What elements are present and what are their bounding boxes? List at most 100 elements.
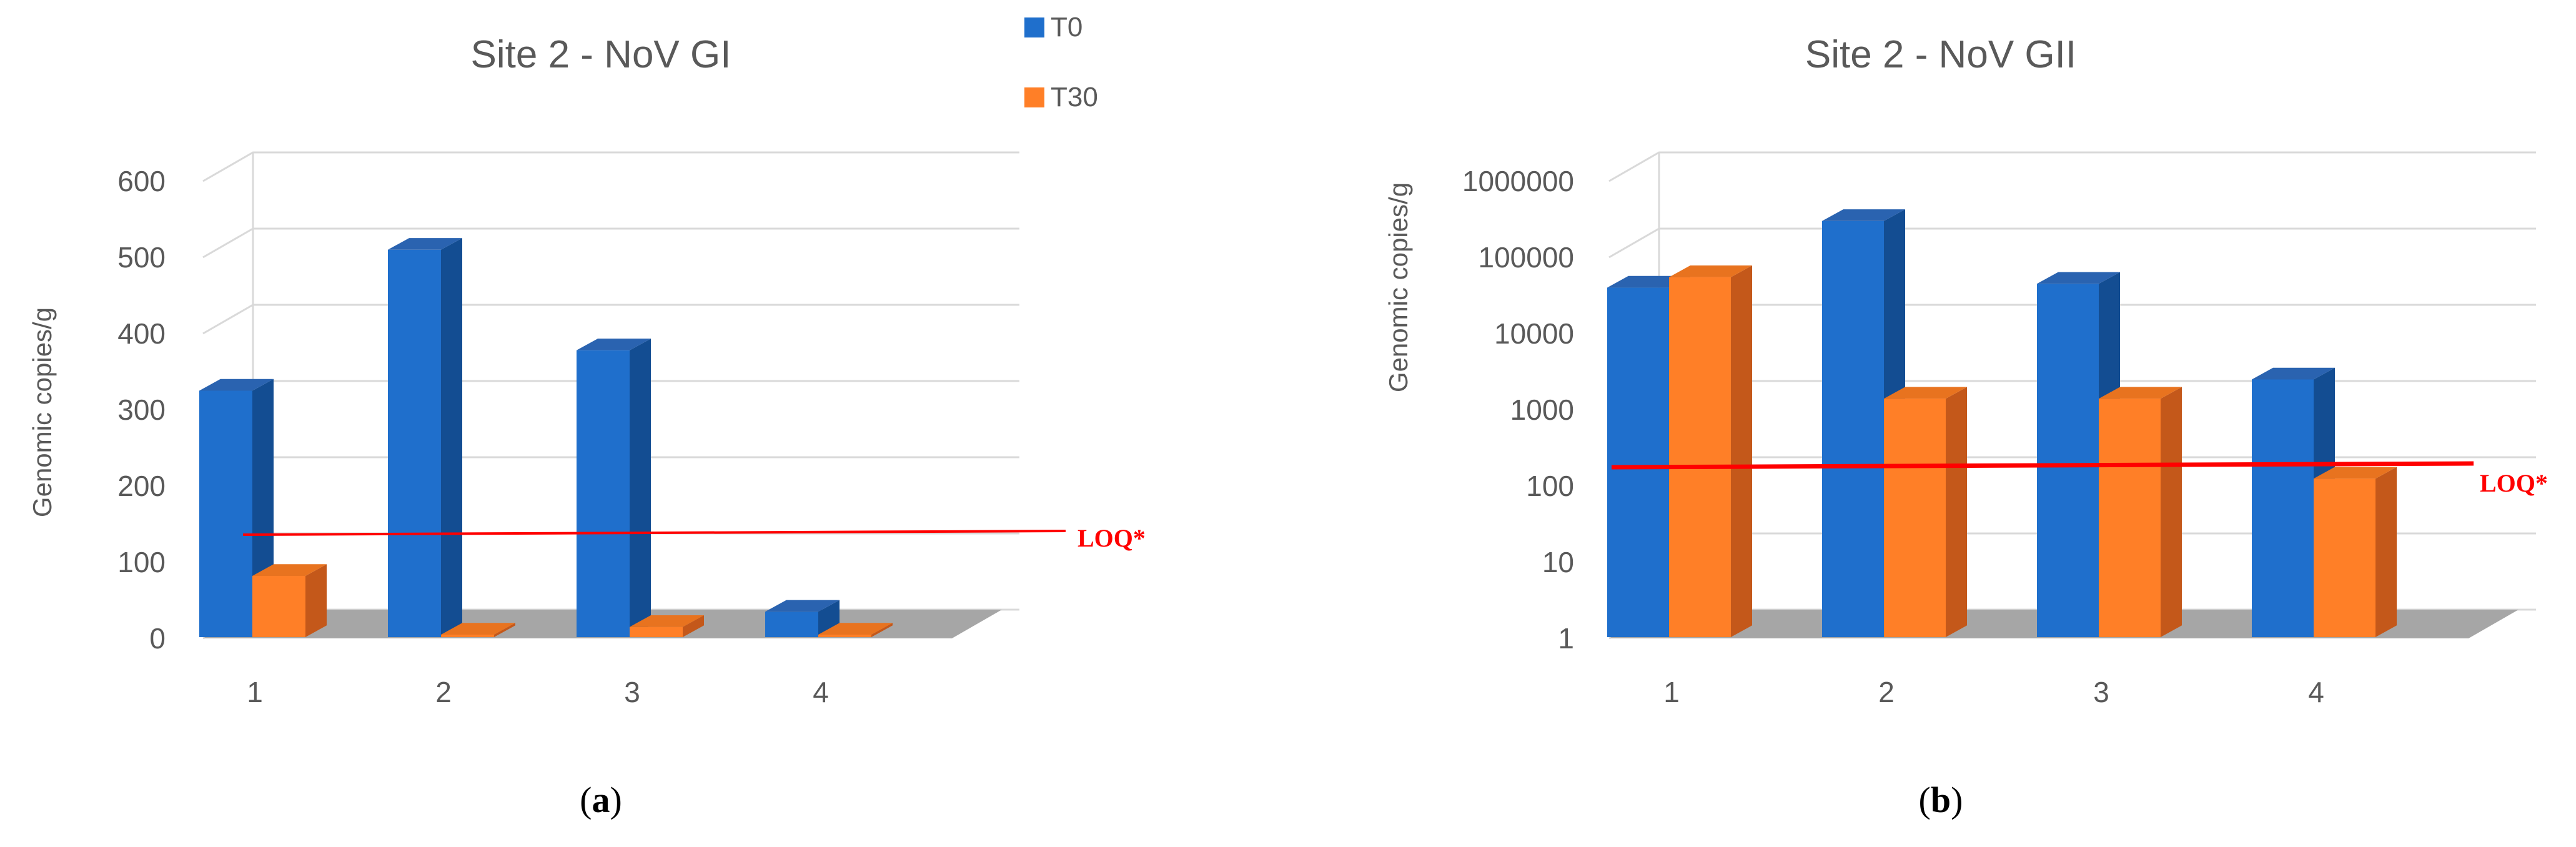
y-tick-label: 100 <box>117 546 166 578</box>
panel-label: (a) <box>580 780 622 820</box>
y-tick-label: 0 <box>149 622 166 655</box>
bar-t30-cat-2-front <box>1884 399 1946 637</box>
y-tick-labels: 0 100 200 300 400 500 600 <box>117 165 166 655</box>
bar-t30-cat-1-front <box>252 575 305 637</box>
y-tick-label: 300 <box>117 394 166 426</box>
loq-line <box>242 530 1066 536</box>
bar-t0-cat-3-side <box>630 339 651 637</box>
y-tick-label: 200 <box>117 470 166 502</box>
bar-t0-cat-3-top <box>577 339 651 350</box>
bar-t30-cat-4-front <box>818 635 871 637</box>
x-tick-label: 4 <box>813 676 829 708</box>
bar-t30-cat-1 <box>1669 265 1752 637</box>
bar-t30-cat-1-side <box>1731 265 1752 637</box>
bar-t30-cat-3 <box>630 615 704 637</box>
bar-t30-cat-3-side <box>2161 387 2182 637</box>
bar-t0-cat-3-top <box>2037 272 2120 284</box>
bar-t30-cat-2-side <box>1946 387 1967 637</box>
gridline-5 <box>202 227 1019 259</box>
bar-t30-cat-4-top <box>818 623 893 635</box>
panel-label: (b) <box>1919 780 1963 820</box>
panel-letter: b <box>1931 780 1951 820</box>
y-axis-label: Genomic copies/g <box>1384 182 1413 392</box>
loq-line <box>1611 461 2474 470</box>
x-tick-label: 3 <box>2093 676 2109 708</box>
bar-t30-cat-4-side <box>2375 467 2397 637</box>
legend-swatch <box>1024 87 1044 107</box>
bar-t0-cat-2-front <box>1822 220 1884 637</box>
bar-t30-cat-2-top <box>1884 387 1967 399</box>
bar-t0-cat-1-front <box>1607 287 1669 637</box>
bar-t0-cat-1-top <box>199 379 274 391</box>
chart-panel-b: 1 10 100 1000 10000 100000 1000000 Genomic copi… <box>1384 33 2548 820</box>
bar-t0-cat-2-front <box>388 249 441 637</box>
x-tick-label: 4 <box>2308 676 2324 708</box>
bar-t0-cat-2 <box>388 238 462 638</box>
bar-t0-cat-4-top <box>765 600 840 612</box>
bar-t30-cat-2-side <box>494 623 515 637</box>
bar-t30-cat-1-front <box>1669 277 1731 637</box>
y-tick-label: 1 <box>1558 622 1574 655</box>
bar-t0-cat-4-top <box>2252 367 2335 380</box>
bar-t0-cat-4-front <box>765 612 818 637</box>
y-tick-label: 500 <box>117 241 166 274</box>
bar-t30-cat-3-top <box>630 615 704 627</box>
bar-t30-cat-1-side <box>305 564 327 637</box>
chart-legend: T0 T30 <box>1024 12 1098 112</box>
bar-t0-cat-2-top <box>388 238 462 250</box>
y-tick-label: 400 <box>117 317 166 350</box>
legend-label: T0 <box>1051 12 1082 42</box>
bar-t30-cat-2-front <box>441 635 494 637</box>
x-tick-label: 1 <box>1663 676 1680 708</box>
bar-t0-cat-2-top <box>1822 209 1905 221</box>
y-axis-label: Genomic copies/g <box>27 307 57 517</box>
y-tick-label: 600 <box>117 165 166 197</box>
x-tick-label: 2 <box>1878 676 1895 708</box>
bar-t30-cat-3-front <box>2099 399 2161 637</box>
bar-t30-cat-1-top <box>252 564 327 576</box>
bar-t0-cat-4-front <box>2252 379 2314 637</box>
bar-t0-cat-2-side <box>441 238 462 638</box>
legend-label: T30 <box>1051 82 1098 112</box>
bar-t30-cat-4 <box>818 623 893 637</box>
bar-t30-cat-3-top <box>2099 387 2182 399</box>
y-tick-label: 1000 <box>1510 394 1574 426</box>
loq-label: LOQ* <box>2480 469 2548 497</box>
gridline-5 <box>1608 227 2536 259</box>
bar-t30-cat-2 <box>1884 387 1967 637</box>
legend-swatch <box>1024 17 1044 37</box>
bar-t30-cat-2 <box>441 623 515 637</box>
bar-t30-cat-4-front <box>2314 478 2375 637</box>
bar-t30-cat-2-top <box>441 623 515 635</box>
y-tick-label: 10 <box>1542 546 1574 578</box>
panel-letter: a <box>592 780 610 820</box>
bar-t30-cat-3 <box>2099 387 2182 637</box>
y-tick-label: 1000000 <box>1462 165 1574 197</box>
y-tick-label: 100000 <box>1479 241 1575 274</box>
gridline-4 <box>202 304 1019 335</box>
y-tick-label: 100 <box>1526 470 1574 502</box>
bars <box>1607 209 2397 638</box>
bar-t0-cat-1-front <box>199 390 252 637</box>
bar-t30-cat-1-top <box>1669 265 1752 277</box>
bars <box>199 238 893 638</box>
chart-title: Site 2 - NoV GI <box>471 33 731 76</box>
x-tick-label: 3 <box>624 676 640 708</box>
bar-t30-cat-3-front <box>630 627 683 637</box>
bar-t30-cat-4-top <box>2314 467 2397 479</box>
bar-t0-cat-3-front <box>2037 284 2099 637</box>
bar-t30-cat-4-side <box>871 623 893 637</box>
bar-t30-cat-1 <box>252 564 327 637</box>
legend-item-t30: T30 <box>1024 82 1098 112</box>
loq-label: LOQ* <box>1077 524 1146 552</box>
bar-t0-cat-3-front <box>577 350 630 637</box>
y-tick-labels: 1 10 100 1000 10000 100000 1000000 <box>1462 165 1574 655</box>
bar-t0-cat-3 <box>577 339 651 637</box>
chart-title: Site 2 - NoV GII <box>1805 33 2076 76</box>
bar-t30-cat-3-side <box>683 615 704 637</box>
bar-t0-cat-4 <box>765 600 840 637</box>
chart-panel-a: 0 100 200 300 400 500 600 Genomic copies/g Site … <box>27 33 1146 820</box>
gridline-6 <box>1608 151 2536 182</box>
x-tick-label: 1 <box>247 676 263 708</box>
